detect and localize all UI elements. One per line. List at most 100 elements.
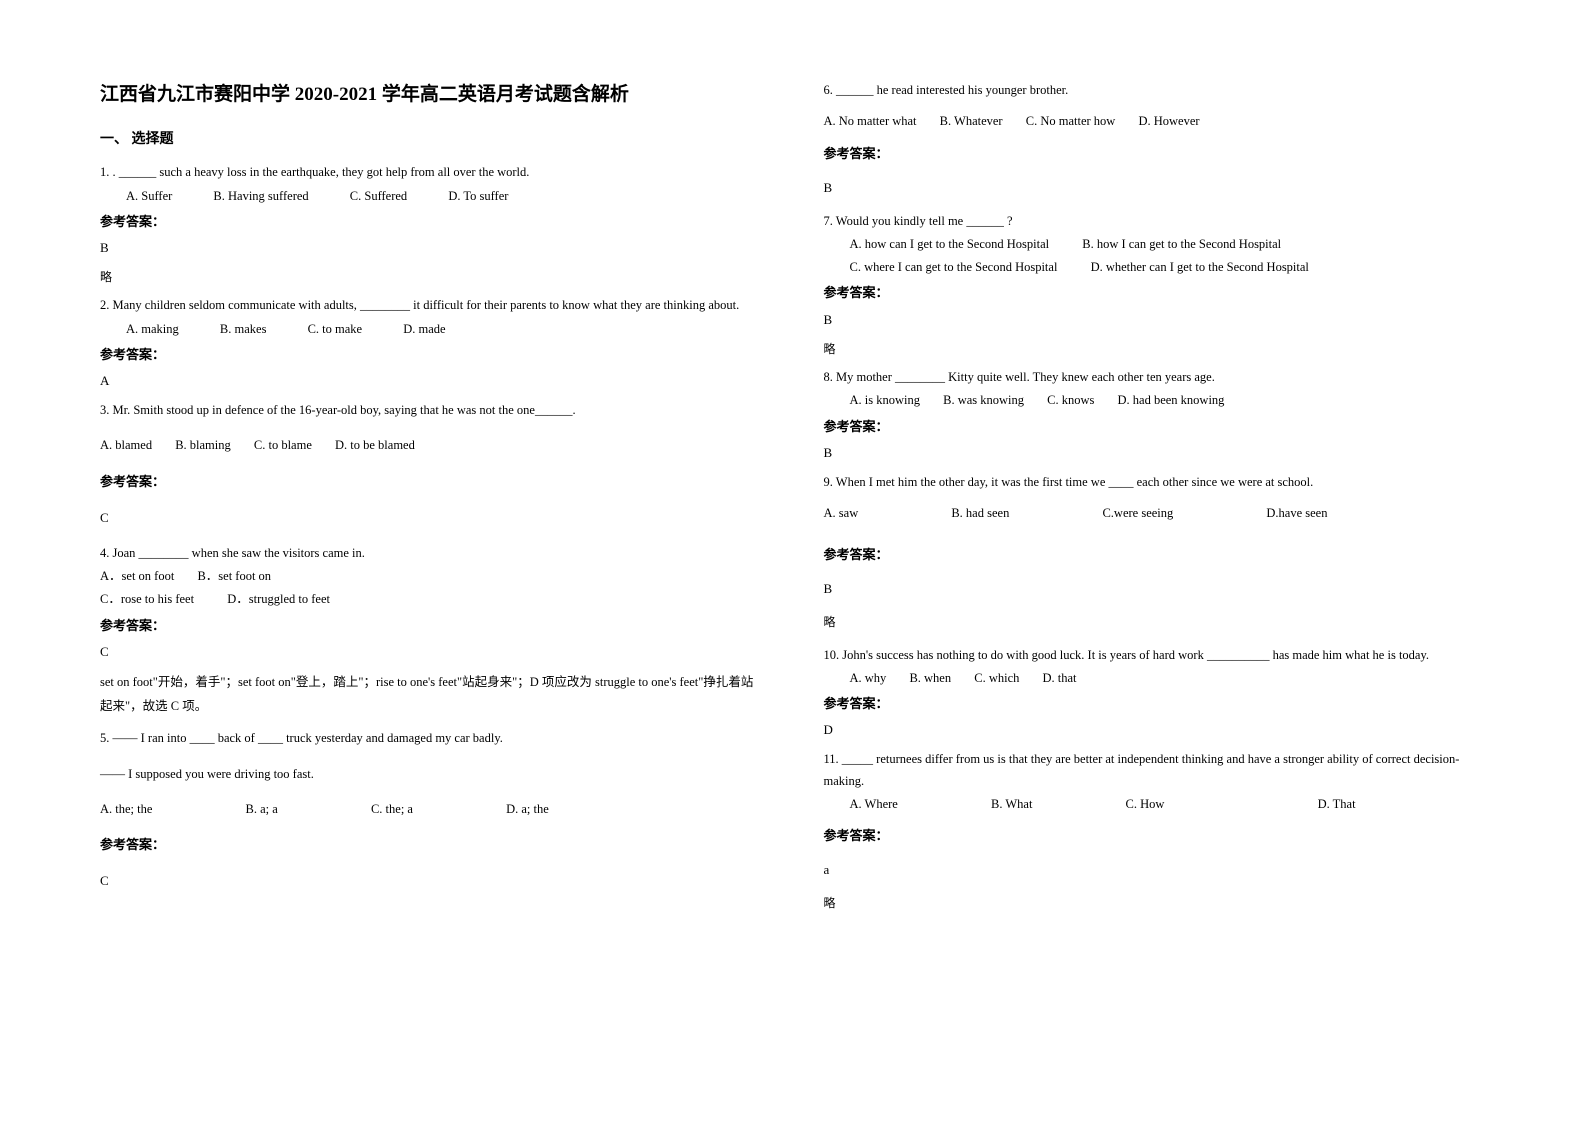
answer-value: B: [824, 578, 1488, 600]
answer-label: 参考答案：: [100, 471, 764, 493]
option-d: D. However: [1138, 111, 1199, 132]
options: A. saw B. had seen C.were seeing D.have …: [824, 503, 1488, 524]
options: A. Suffer B. Having suffered C. Suffered…: [100, 186, 764, 207]
q-body: . John's success has nothing to do with …: [836, 648, 1429, 662]
option-a: A. Suffer: [126, 186, 172, 207]
option-d: D. To suffer: [448, 186, 508, 207]
question-2: 2. Many children seldom communicate with…: [100, 295, 764, 392]
question-7: 7. Would you kindly tell me ______ ? A. …: [824, 211, 1488, 359]
q-num: 10: [824, 648, 837, 662]
answer-value: a: [824, 859, 1488, 881]
question-text: 1. . ______ such a heavy loss in the ear…: [100, 162, 764, 183]
option-b: B. Whatever: [940, 111, 1003, 132]
question-text: 10. John's success has nothing to do wit…: [824, 645, 1488, 666]
answer-label: 参考答案：: [100, 211, 764, 233]
option-c: C. No matter how: [1026, 111, 1116, 132]
option-a: A．set on foot: [100, 566, 174, 587]
answer-note: 略: [100, 267, 764, 287]
option-c: C. knows: [1047, 390, 1094, 411]
option-a: A. Where: [850, 794, 898, 815]
explanation: set on foot"开始，着手"；set foot on"登上，踏上"；ri…: [100, 671, 764, 719]
option-c: C. which: [974, 668, 1019, 689]
option-a: A. saw: [824, 503, 859, 524]
answer-note: 略: [824, 339, 1488, 359]
answer-value: B: [824, 177, 1488, 199]
option-d: D. that: [1043, 668, 1077, 689]
option-b: B. how I can get to the Second Hospital: [1082, 234, 1281, 255]
answer-label: 参考答案：: [824, 143, 1488, 165]
answer-label: 参考答案：: [824, 282, 1488, 304]
options-line-1: A．set on foot B．set foot on: [100, 566, 764, 587]
options: A. No matter what B. Whatever C. No matt…: [824, 111, 1488, 132]
left-column: 江西省九江市赛阳中学 2020-2021 学年高二英语月考试题含解析 一、 选择…: [100, 80, 764, 922]
option-b: B. was knowing: [943, 390, 1024, 411]
q-body: . My mother ________ Kitty quite well. T…: [830, 370, 1215, 384]
answer-value: D: [824, 719, 1488, 741]
option-d: D. a; the: [506, 802, 549, 816]
options-line-2: C．rose to his feet D．struggled to feet: [100, 589, 764, 610]
answer-label: 参考答案：: [824, 544, 1488, 566]
option-c: C. How: [1126, 794, 1165, 815]
options: A. making B. makes C. to make D. made: [100, 319, 764, 340]
answer-note: 略: [824, 612, 1488, 632]
q-body: . Would you kindly tell me ______ ?: [830, 214, 1013, 228]
question-5: 5. —— I ran into ____ back of ____ truck…: [100, 728, 764, 892]
option-a: A. how can I get to the Second Hospital: [850, 234, 1050, 255]
option-d: D．struggled to feet: [227, 589, 330, 610]
question-text: 7. Would you kindly tell me ______ ?: [824, 211, 1488, 232]
answer-label: 参考答案：: [824, 416, 1488, 438]
question-text: 9. When I met him the other day, it was …: [824, 472, 1488, 493]
options: A. why B. when C. which D. that: [824, 668, 1488, 689]
option-c: C.were seeing: [1102, 503, 1173, 524]
question-9: 9. When I met him the other day, it was …: [824, 472, 1488, 633]
option-c: C. to make: [308, 319, 363, 340]
option-c: C．rose to his feet: [100, 589, 194, 610]
answer-label: 参考答案：: [100, 834, 764, 856]
answer-value: B: [100, 237, 764, 259]
q-body: . _____ returnees differ from us is that…: [824, 752, 1460, 787]
question-text-2: —— I supposed you were driving too fast.: [100, 764, 764, 785]
q-body: . ______ he read interested his younger …: [830, 83, 1068, 97]
option-d: D.have seen: [1266, 506, 1327, 520]
question-8: 8. My mother ________ Kitty quite well. …: [824, 367, 1488, 464]
option-c: C. where I can get to the Second Hospita…: [850, 257, 1058, 278]
option-a: A. why: [850, 668, 887, 689]
options-line-1: A. how can I get to the Second Hospital …: [824, 234, 1488, 255]
question-3: 3. Mr. Smith stood up in defence of the …: [100, 400, 764, 529]
option-a: A. blamed: [100, 435, 152, 456]
options-line-2: C. where I can get to the Second Hospita…: [824, 257, 1488, 278]
option-b: B. blaming: [175, 435, 231, 456]
question-text: 2. Many children seldom communicate with…: [100, 295, 764, 316]
question-text: 6. ______ he read interested his younger…: [824, 80, 1488, 101]
answer-value: B: [824, 442, 1488, 464]
option-d: D. made: [403, 319, 445, 340]
option-b: B. a; a: [246, 799, 278, 820]
section-header: 一、 选择题: [100, 128, 764, 148]
option-d: D. to be blamed: [335, 435, 415, 456]
answer-label: 参考答案：: [100, 615, 764, 637]
q-body: . Mr. Smith stood up in defence of the 1…: [106, 403, 575, 417]
options: A. Where B. What C. How D. That: [824, 794, 1488, 815]
question-11: 11. _____ returnees differ from us is th…: [824, 749, 1488, 913]
answer-label: 参考答案：: [100, 344, 764, 366]
option-d: D. whether can I get to the Second Hospi…: [1091, 257, 1309, 278]
option-b: B. What: [991, 794, 1032, 815]
answer-value: C: [100, 870, 764, 892]
option-b: B. had seen: [951, 503, 1009, 524]
answer-note: 略: [824, 893, 1488, 913]
answer-value: C: [100, 507, 764, 529]
option-a: A. is knowing: [850, 390, 921, 411]
option-c: C. to blame: [254, 435, 312, 456]
answer-label: 参考答案：: [824, 825, 1488, 847]
options: A. blamed B. blaming C. to blame D. to b…: [100, 435, 764, 456]
option-d: D. That: [1318, 797, 1356, 811]
q-body: . —— I ran into ____ back of ____ truck …: [106, 731, 503, 745]
option-b: B．set foot on: [197, 566, 271, 587]
answer-value: C: [100, 641, 764, 663]
q-body: . . ______ such a heavy loss in the eart…: [106, 165, 529, 179]
question-text: 4. Joan ________ when she saw the visito…: [100, 543, 764, 564]
q-num: 11: [824, 752, 836, 766]
option-b: B. makes: [220, 319, 267, 340]
question-1: 1. . ______ such a heavy loss in the ear…: [100, 162, 764, 287]
question-text-1: 5. —— I ran into ____ back of ____ truck…: [100, 728, 764, 749]
